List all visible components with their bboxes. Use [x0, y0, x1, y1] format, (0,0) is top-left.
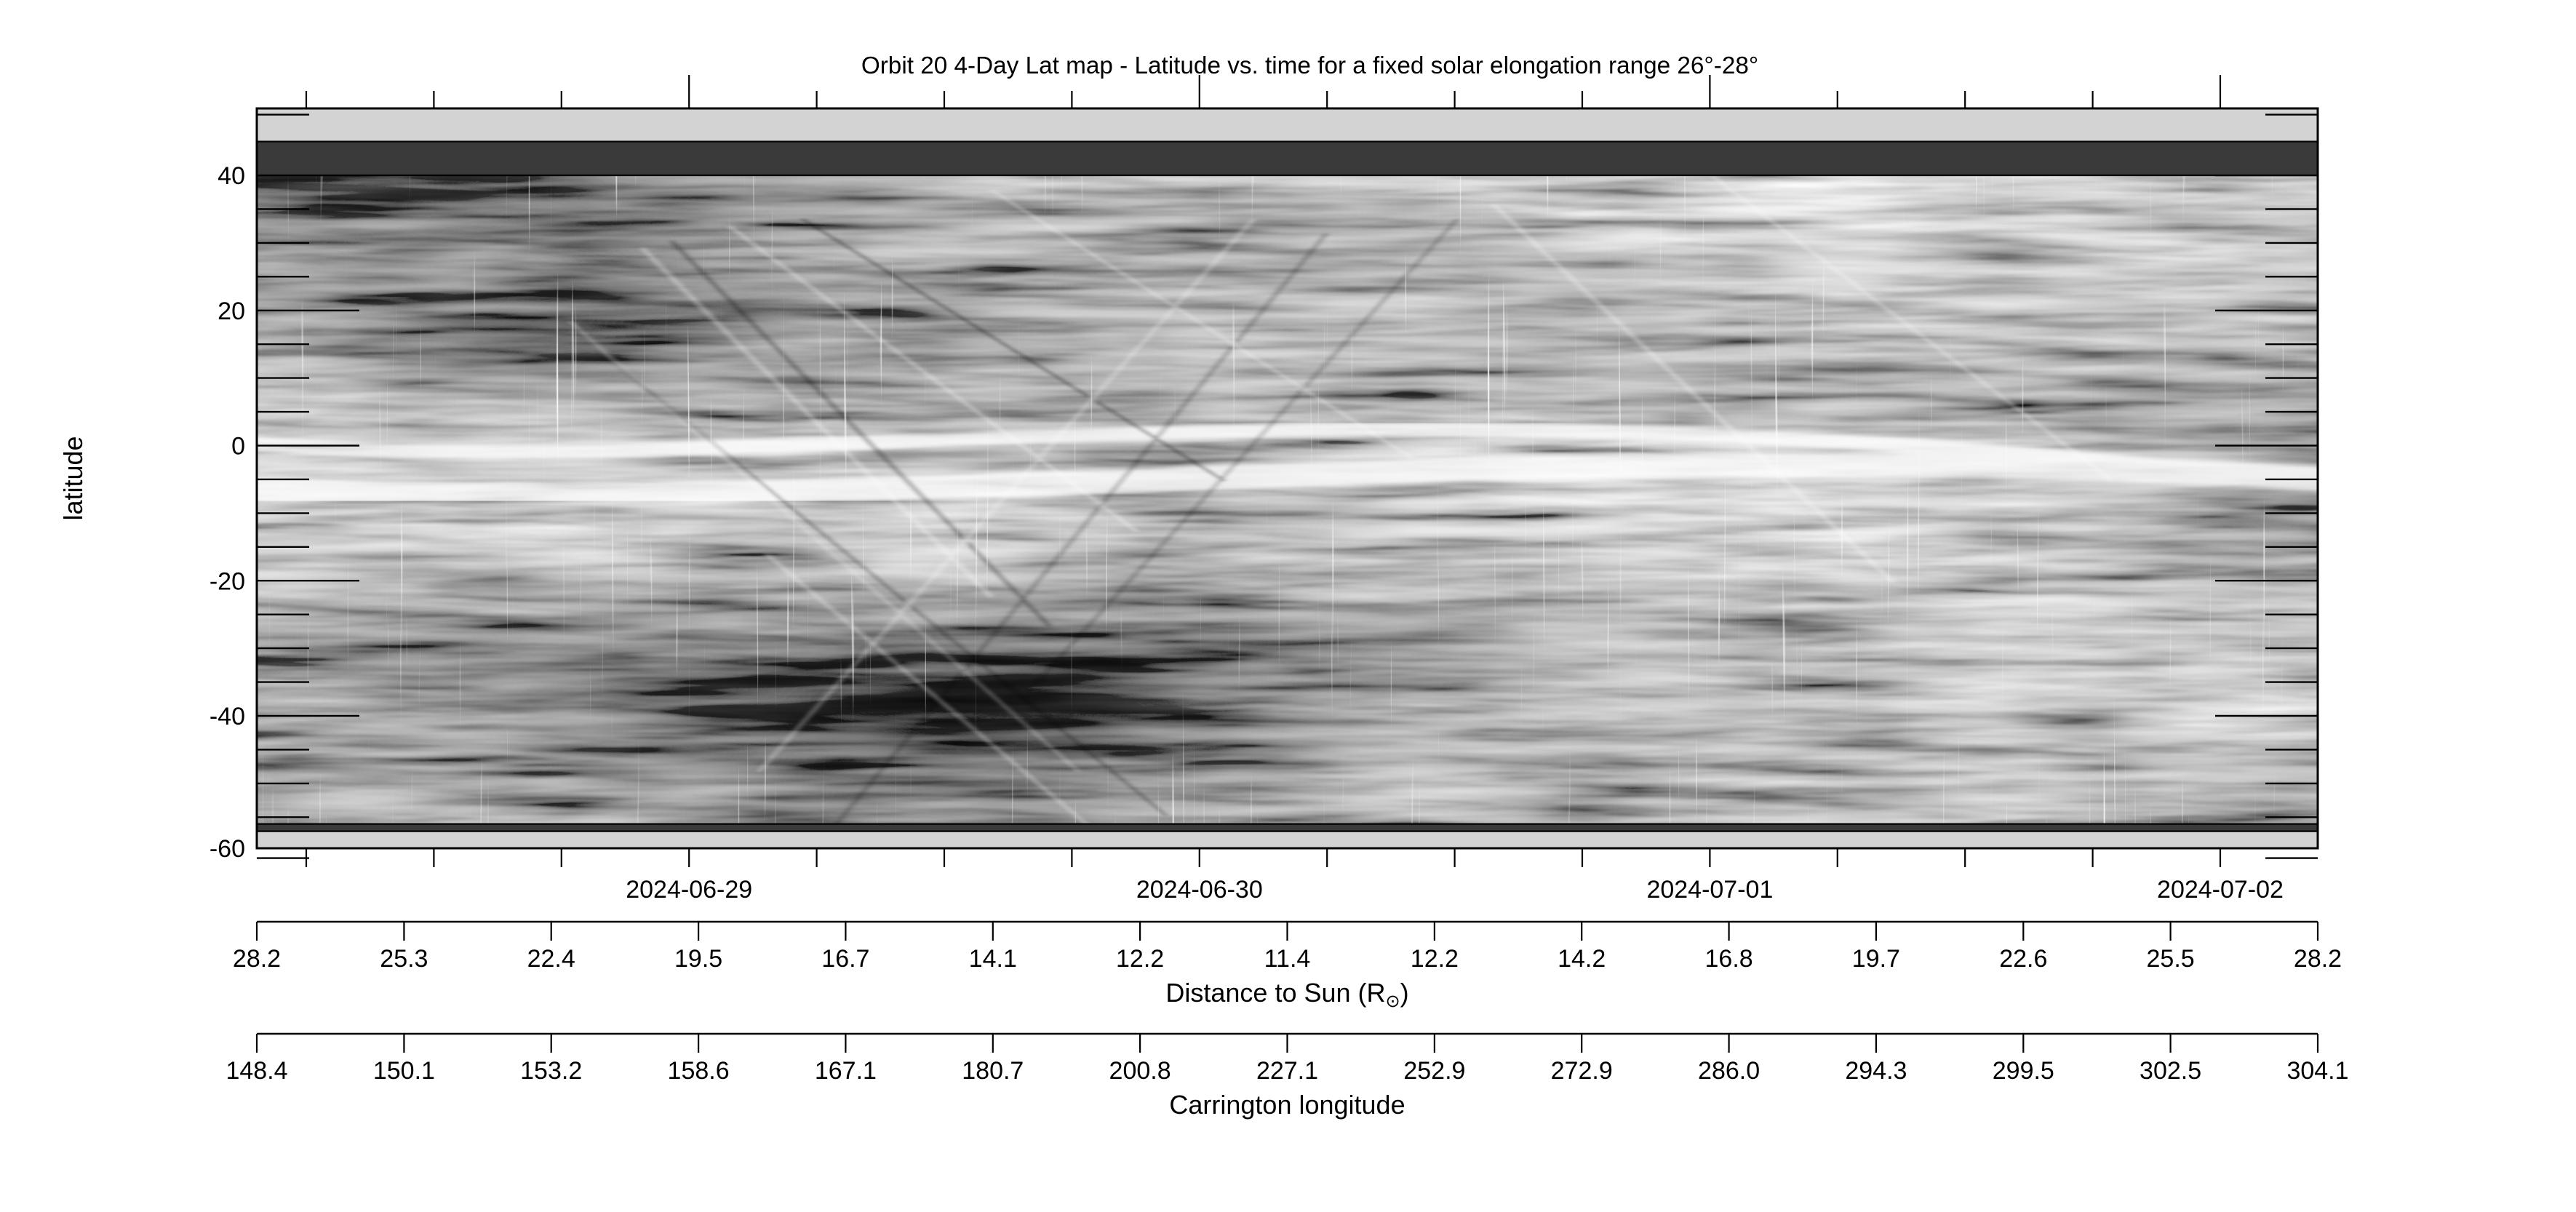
svg-text:286.0: 286.0 [1698, 1057, 1760, 1085]
svg-text:2024-06-30: 2024-06-30 [1136, 876, 1263, 904]
svg-text:153.2: 153.2 [520, 1057, 582, 1085]
svg-text:16.8: 16.8 [1705, 945, 1753, 973]
svg-text:Distance to Sun (R⊙): Distance to Sun (R⊙) [1165, 978, 1408, 1011]
svg-text:19.7: 19.7 [1852, 945, 1900, 973]
svg-text:22.4: 22.4 [527, 945, 575, 973]
svg-text:Carrington longitude: Carrington longitude [1169, 1090, 1405, 1120]
svg-text:158.6: 158.6 [668, 1057, 730, 1085]
svg-text:12.2: 12.2 [1411, 945, 1459, 973]
svg-text:304.1: 304.1 [2286, 1057, 2348, 1085]
svg-text:16.7: 16.7 [821, 945, 869, 973]
svg-text:28.2: 28.2 [233, 945, 281, 973]
svg-text:0: 0 [231, 433, 245, 461]
svg-text:294.3: 294.3 [1845, 1057, 1907, 1085]
svg-text:148.4: 148.4 [226, 1057, 287, 1085]
svg-text:19.5: 19.5 [674, 945, 722, 973]
svg-text:167.1: 167.1 [815, 1057, 877, 1085]
svg-text:200.8: 200.8 [1109, 1057, 1171, 1085]
svg-text:2024-06-29: 2024-06-29 [626, 876, 752, 904]
svg-text:227.1: 227.1 [1256, 1057, 1318, 1085]
svg-text:302.5: 302.5 [2140, 1057, 2201, 1085]
svg-text:25.5: 25.5 [2147, 945, 2195, 973]
svg-text:180.7: 180.7 [962, 1057, 1024, 1085]
svg-text:22.6: 22.6 [1999, 945, 2047, 973]
svg-text:252.9: 252.9 [1403, 1057, 1465, 1085]
svg-text:Orbit 20 4-Day Lat map - Latit: Orbit 20 4-Day Lat map - Latitude vs. ti… [861, 52, 1758, 79]
svg-text:-60: -60 [210, 835, 245, 863]
svg-text:-40: -40 [210, 703, 245, 730]
svg-text:2024-07-02: 2024-07-02 [2157, 876, 2284, 904]
svg-text:latitude: latitude [58, 436, 88, 520]
svg-text:28.2: 28.2 [2294, 945, 2342, 973]
svg-text:2024-07-01: 2024-07-01 [1646, 876, 1773, 904]
svg-text:11.4: 11.4 [1264, 945, 1311, 973]
svg-text:12.2: 12.2 [1116, 945, 1164, 973]
svg-text:20: 20 [218, 298, 245, 325]
svg-text:299.5: 299.5 [1993, 1057, 2054, 1085]
svg-text:14.1: 14.1 [969, 945, 1017, 973]
svg-text:-20: -20 [210, 567, 245, 595]
svg-text:25.3: 25.3 [380, 945, 428, 973]
svg-text:150.1: 150.1 [373, 1057, 435, 1085]
svg-text:40: 40 [218, 162, 245, 190]
svg-text:14.2: 14.2 [1558, 945, 1606, 973]
svg-text:272.9: 272.9 [1551, 1057, 1613, 1085]
